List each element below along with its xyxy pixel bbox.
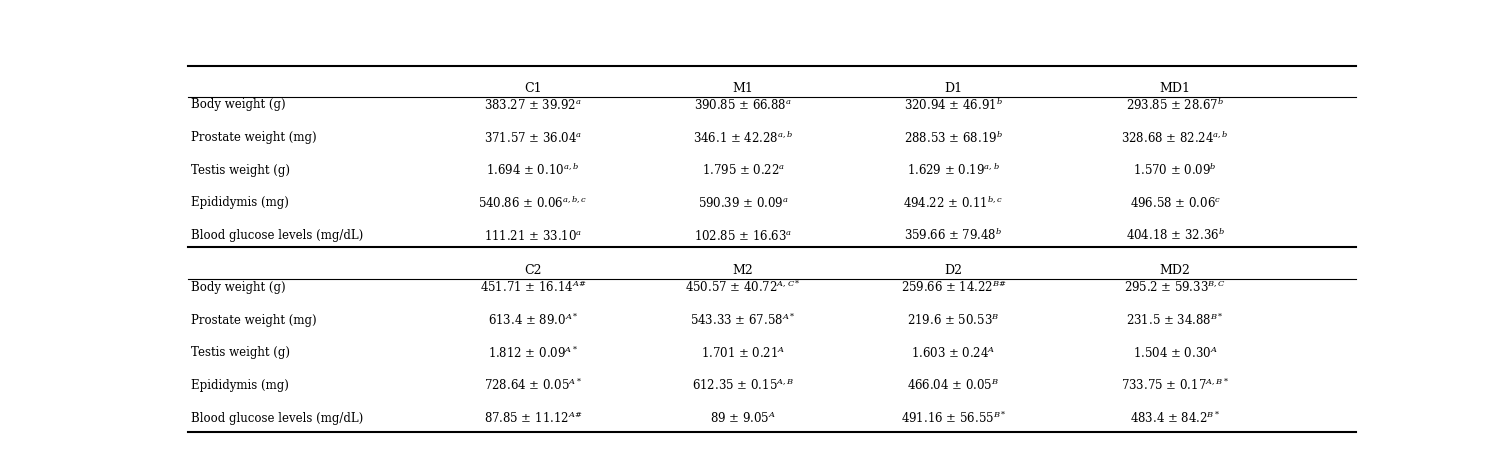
Text: D2: D2 [945,263,963,277]
Text: 451.71 ± 16.14$^{A\#}$: 451.71 ± 16.14$^{A\#}$ [479,279,586,295]
Text: 1.812 ± 0.09$^{A*}$: 1.812 ± 0.09$^{A*}$ [488,344,579,360]
Text: D1: D1 [945,81,963,94]
Text: Epididymis (mg): Epididymis (mg) [191,196,288,209]
Text: 450.57 ± 40.72$^{A,C*}$: 450.57 ± 40.72$^{A,C*}$ [686,279,802,295]
Text: Blood glucose levels (mg/dL): Blood glucose levels (mg/dL) [191,411,363,424]
Text: M2: M2 [732,263,754,277]
Text: 543.33 ± 67.58$^{A*}$: 543.33 ± 67.58$^{A*}$ [690,312,796,328]
Text: MD2: MD2 [1160,263,1191,277]
Text: 483.4 ± 84.2$^{B*}$: 483.4 ± 84.2$^{B*}$ [1130,410,1221,425]
Text: 1.629 ± 0.19$^{a,b}$: 1.629 ± 0.19$^{a,b}$ [907,162,999,178]
Text: 371.57 ± 36.04$^{a}$: 371.57 ± 36.04$^{a}$ [484,130,582,144]
Text: 1.504 ± 0.30$^{A}$: 1.504 ± 0.30$^{A}$ [1133,344,1218,360]
Text: 295.2 ± 59.33$^{B,C}$: 295.2 ± 59.33$^{B,C}$ [1124,279,1227,295]
Text: 728.64 ± 0.05$^{A*}$: 728.64 ± 0.05$^{A*}$ [484,377,582,393]
Text: 613.4 ± 89.0$^{A*}$: 613.4 ± 89.0$^{A*}$ [488,312,579,328]
Text: Prostate weight (mg): Prostate weight (mg) [191,313,316,326]
Text: 1.795 ± 0.22$^{a}$: 1.795 ± 0.22$^{a}$ [702,163,785,177]
Text: 219.6 ± 50.53$^{B}$: 219.6 ± 50.53$^{B}$ [907,312,999,328]
Text: 466.04 ± 0.05$^{B}$: 466.04 ± 0.05$^{B}$ [907,377,999,393]
Text: 1.570 ± 0.09$^{b}$: 1.570 ± 0.09$^{b}$ [1133,162,1218,178]
Text: 359.66 ± 79.48$^{b}$: 359.66 ± 79.48$^{b}$ [904,227,1002,243]
Text: 590.39 ± 0.09$^{a}$: 590.39 ± 0.09$^{a}$ [698,196,788,209]
Text: 259.66 ± 14.22$^{B\#}$: 259.66 ± 14.22$^{B\#}$ [901,279,1007,295]
Text: 288.53 ± 68.19$^{b}$: 288.53 ± 68.19$^{b}$ [904,129,1002,145]
Text: 87.85 ± 11.12$^{A\#}$: 87.85 ± 11.12$^{A\#}$ [484,410,582,425]
Text: 496.58 ± 0.06$^{c}$: 496.58 ± 0.06$^{c}$ [1130,196,1221,209]
Text: 111.21 ± 33.10$^{a}$: 111.21 ± 33.10$^{a}$ [484,228,582,242]
Text: 1.701 ± 0.21$^{A}$: 1.701 ± 0.21$^{A}$ [701,344,785,360]
Text: 733.75 ± 0.17$^{A,B*}$: 733.75 ± 0.17$^{A,B*}$ [1121,377,1230,393]
Text: Testis weight (g): Testis weight (g) [191,345,289,359]
Text: Prostate weight (mg): Prostate weight (mg) [191,131,316,144]
Text: 102.85 ± 16.63$^{a}$: 102.85 ± 16.63$^{a}$ [695,228,793,242]
Text: 320.94 ± 46.91$^{b}$: 320.94 ± 46.91$^{b}$ [904,97,1002,113]
Text: Blood glucose levels (mg/dL): Blood glucose levels (mg/dL) [191,228,363,242]
Text: 1.603 ± 0.24$^{A}$: 1.603 ± 0.24$^{A}$ [912,344,996,360]
Text: 404.18 ± 32.36$^{b}$: 404.18 ± 32.36$^{b}$ [1126,227,1225,243]
Text: 293.85 ± 28.67$^{b}$: 293.85 ± 28.67$^{b}$ [1126,97,1224,113]
Text: C1: C1 [524,81,541,94]
Text: C2: C2 [524,263,541,277]
Text: 390.85 ± 66.88$^{a}$: 390.85 ± 66.88$^{a}$ [695,98,791,111]
Text: 328.68 ± 82.24$^{a,b}$: 328.68 ± 82.24$^{a,b}$ [1121,129,1230,145]
Text: Body weight (g): Body weight (g) [191,280,285,293]
Text: Body weight (g): Body weight (g) [191,98,285,111]
Text: 540.86 ± 0.06$^{a,b,c}$: 540.86 ± 0.06$^{a,b,c}$ [478,195,588,210]
Text: 494.22 ± 0.11$^{b,c}$: 494.22 ± 0.11$^{b,c}$ [903,195,1004,210]
Text: 231.5 ± 34.88$^{B*}$: 231.5 ± 34.88$^{B*}$ [1126,312,1224,328]
Text: 1.694 ± 0.10$^{a,b}$: 1.694 ± 0.10$^{a,b}$ [487,162,580,178]
Text: Epididymis (mg): Epididymis (mg) [191,378,288,391]
Text: 491.16 ± 56.55$^{B*}$: 491.16 ± 56.55$^{B*}$ [901,410,1007,425]
Text: MD1: MD1 [1160,81,1191,94]
Text: 89 ± 9.05$^{A}$: 89 ± 9.05$^{A}$ [710,410,776,425]
Text: M1: M1 [732,81,754,94]
Text: 612.35 ± 0.15$^{A,B}$: 612.35 ± 0.15$^{A,B}$ [692,377,794,393]
Text: 346.1 ± 42.28$^{a,b}$: 346.1 ± 42.28$^{a,b}$ [693,129,793,145]
Text: 383.27 ± 39.92$^{a}$: 383.27 ± 39.92$^{a}$ [484,98,582,111]
Text: Testis weight (g): Testis weight (g) [191,163,289,177]
